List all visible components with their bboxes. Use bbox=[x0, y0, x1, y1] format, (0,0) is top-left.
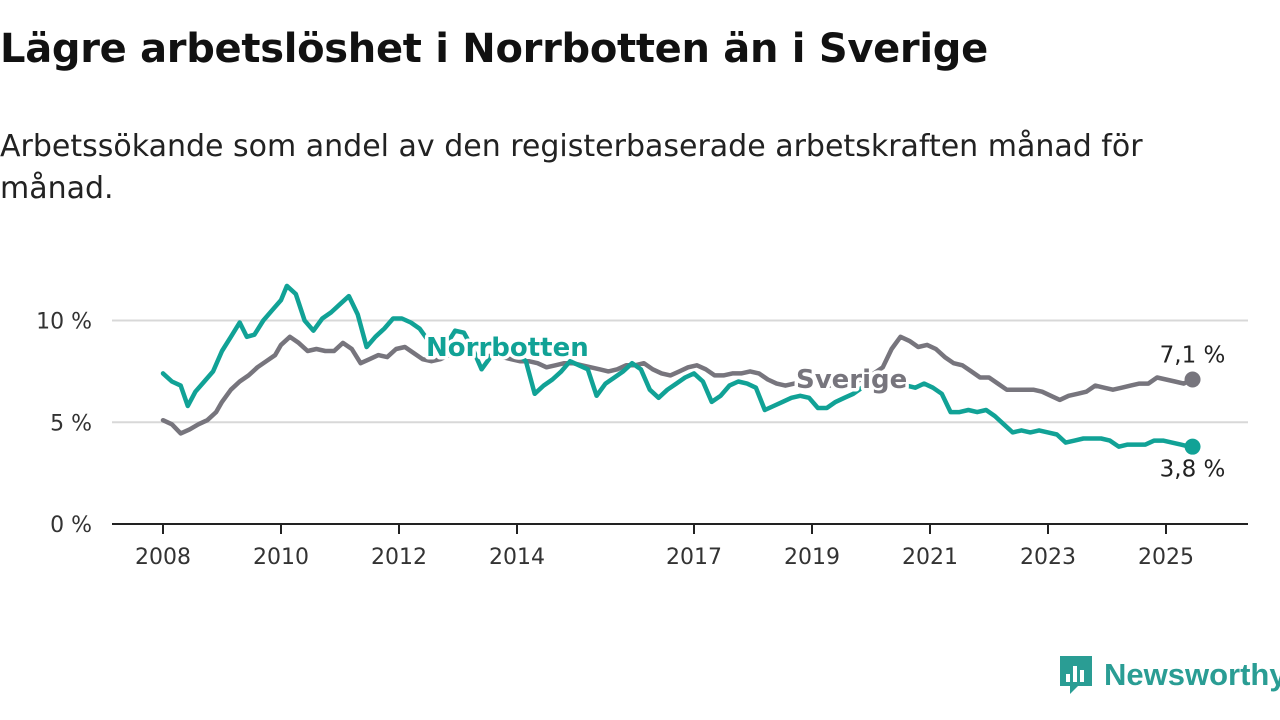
series-name-label-norrbotten: Norrbotten bbox=[426, 333, 589, 363]
x-tick-label: 2025 bbox=[1138, 545, 1194, 570]
x-tick-label: 2017 bbox=[666, 545, 722, 570]
series-end-label: 7,1 % bbox=[1160, 343, 1226, 369]
x-tick-label: 2012 bbox=[371, 545, 427, 570]
series-end-marker-sverige bbox=[1184, 371, 1201, 388]
series-line-norrbotten bbox=[160, 283, 1195, 449]
y-tick-label: 5 % bbox=[50, 411, 92, 436]
x-tick-label: 2014 bbox=[489, 545, 545, 570]
series-name-label-sverige: Sverige bbox=[796, 365, 907, 395]
newsworthy-logo[interactable]: Newsworthy bbox=[1058, 652, 1280, 698]
y-tick-label: 10 % bbox=[36, 310, 92, 335]
x-tick-label: 2023 bbox=[1020, 545, 1076, 570]
x-tick-label: 2019 bbox=[784, 545, 840, 570]
newsworthy-logo-icon bbox=[1060, 656, 1092, 694]
x-tick-label: 2008 bbox=[135, 545, 191, 570]
series-end-marker-norrbotten bbox=[1184, 438, 1201, 455]
x-tick-label: 2021 bbox=[902, 545, 958, 570]
chart-subtitle: Arbetssökande som andel av den registerb… bbox=[0, 129, 1143, 206]
y-tick-label: 0 % bbox=[50, 513, 92, 538]
brand-name: Newsworthy bbox=[1104, 657, 1280, 692]
series-end-label: 3,8 % bbox=[1160, 457, 1226, 483]
series-line-sverige bbox=[160, 334, 1195, 436]
x-tick-label: 2010 bbox=[253, 545, 309, 570]
chart-title: Lägre arbetslöshet i Norrbotten än i Sve… bbox=[0, 26, 988, 72]
